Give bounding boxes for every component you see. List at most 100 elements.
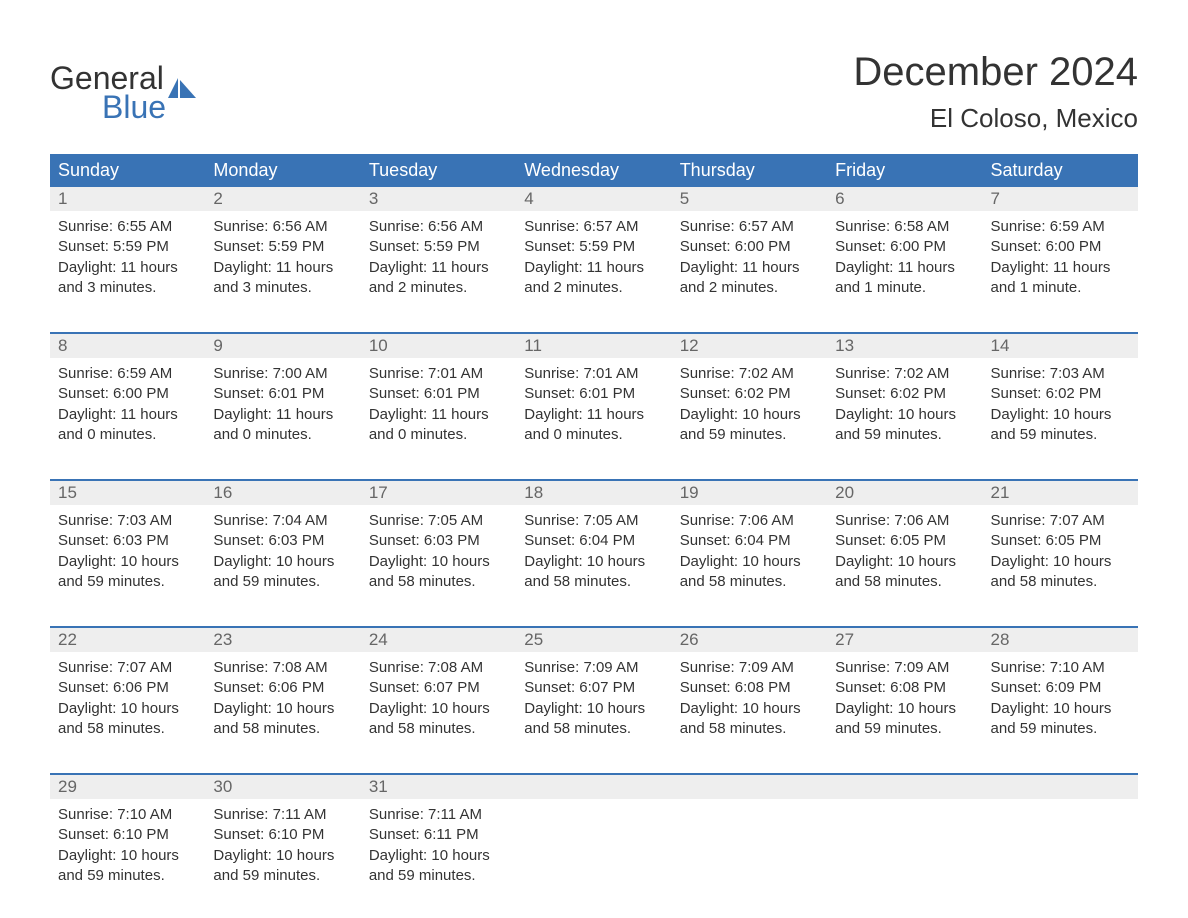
day-sunrise: Sunrise: 6:57 AM [680,217,819,237]
day-daylight2: and 0 minutes. [213,425,352,445]
day-content: Sunrise: 7:07 AMSunset: 6:05 PMDaylight:… [983,505,1138,598]
day-number: 27 [827,628,982,652]
day-sunset: Sunset: 6:00 PM [680,237,819,257]
day-content: Sunrise: 7:03 AMSunset: 6:02 PMDaylight:… [983,358,1138,451]
day-number: 6 [827,187,982,211]
empty-day-number [672,775,827,799]
day-sunrise: Sunrise: 7:01 AM [369,364,508,384]
day-daylight2: and 59 minutes. [835,425,974,445]
day-daylight1: Daylight: 10 hours [835,699,974,719]
day-daylight1: Daylight: 11 hours [369,258,508,278]
day-number: 3 [361,187,516,211]
day-sunset: Sunset: 5:59 PM [58,237,197,257]
day-content: Sunrise: 7:05 AMSunset: 6:04 PMDaylight:… [516,505,671,598]
day-sunset: Sunset: 6:02 PM [680,384,819,404]
day-cell: 7Sunrise: 6:59 AMSunset: 6:00 PMDaylight… [983,187,1138,304]
day-number: 16 [205,481,360,505]
day-daylight1: Daylight: 10 hours [58,846,197,866]
day-sunrise: Sunrise: 6:55 AM [58,217,197,237]
logo-text-blue: Blue [102,89,166,126]
weekday-header: Thursday [672,154,827,187]
empty-day-number [516,775,671,799]
day-daylight2: and 1 minute. [991,278,1130,298]
day-daylight2: and 3 minutes. [213,278,352,298]
day-sunrise: Sunrise: 6:56 AM [213,217,352,237]
day-daylight1: Daylight: 11 hours [524,405,663,425]
day-content: Sunrise: 7:08 AMSunset: 6:06 PMDaylight:… [205,652,360,745]
day-sunset: Sunset: 6:05 PM [991,531,1130,551]
day-sunset: Sunset: 6:02 PM [835,384,974,404]
day-daylight1: Daylight: 11 hours [58,258,197,278]
day-daylight2: and 59 minutes. [991,719,1130,739]
day-number: 9 [205,334,360,358]
page-header: General Blue December 2024 El Coloso, Me… [50,50,1138,134]
day-sunrise: Sunrise: 7:09 AM [835,658,974,678]
day-sunrise: Sunrise: 7:10 AM [991,658,1130,678]
day-cell: 1Sunrise: 6:55 AMSunset: 5:59 PMDaylight… [50,187,205,304]
day-sunset: Sunset: 6:01 PM [213,384,352,404]
day-cell [516,775,671,892]
day-content: Sunrise: 7:10 AMSunset: 6:09 PMDaylight:… [983,652,1138,745]
day-sunset: Sunset: 5:59 PM [213,237,352,257]
day-number: 22 [50,628,205,652]
day-daylight1: Daylight: 10 hours [835,405,974,425]
day-daylight2: and 59 minutes. [58,866,197,886]
day-daylight2: and 58 minutes. [524,719,663,739]
day-sunrise: Sunrise: 7:11 AM [213,805,352,825]
day-daylight1: Daylight: 10 hours [213,699,352,719]
day-sunset: Sunset: 6:06 PM [213,678,352,698]
day-content: Sunrise: 6:57 AMSunset: 5:59 PMDaylight:… [516,211,671,304]
day-sunrise: Sunrise: 7:09 AM [680,658,819,678]
day-daylight2: and 2 minutes. [524,278,663,298]
day-content: Sunrise: 6:56 AMSunset: 5:59 PMDaylight:… [205,211,360,304]
day-cell: 13Sunrise: 7:02 AMSunset: 6:02 PMDayligh… [827,334,982,451]
day-sunrise: Sunrise: 7:09 AM [524,658,663,678]
logo: General Blue [50,50,196,126]
day-daylight1: Daylight: 10 hours [524,699,663,719]
title-block: December 2024 El Coloso, Mexico [853,50,1138,134]
day-sunset: Sunset: 6:11 PM [369,825,508,845]
day-number: 24 [361,628,516,652]
day-sunrise: Sunrise: 6:56 AM [369,217,508,237]
day-sunset: Sunset: 6:10 PM [213,825,352,845]
day-daylight2: and 0 minutes. [524,425,663,445]
weekday-header: Saturday [983,154,1138,187]
day-number: 4 [516,187,671,211]
day-cell: 11Sunrise: 7:01 AMSunset: 6:01 PMDayligh… [516,334,671,451]
day-sunrise: Sunrise: 6:57 AM [524,217,663,237]
day-daylight1: Daylight: 10 hours [524,552,663,572]
location-label: El Coloso, Mexico [853,103,1138,134]
day-content: Sunrise: 7:01 AMSunset: 6:01 PMDaylight:… [516,358,671,451]
day-daylight2: and 59 minutes. [680,425,819,445]
day-content: Sunrise: 6:56 AMSunset: 5:59 PMDaylight:… [361,211,516,304]
day-cell: 25Sunrise: 7:09 AMSunset: 6:07 PMDayligh… [516,628,671,745]
day-daylight2: and 59 minutes. [58,572,197,592]
day-sunset: Sunset: 6:07 PM [369,678,508,698]
day-content: Sunrise: 6:59 AMSunset: 6:00 PMDaylight:… [50,358,205,451]
day-cell: 29Sunrise: 7:10 AMSunset: 6:10 PMDayligh… [50,775,205,892]
day-cell: 19Sunrise: 7:06 AMSunset: 6:04 PMDayligh… [672,481,827,598]
day-daylight1: Daylight: 10 hours [835,552,974,572]
day-daylight2: and 58 minutes. [524,572,663,592]
day-daylight2: and 59 minutes. [213,572,352,592]
weekday-header: Monday [205,154,360,187]
day-cell: 9Sunrise: 7:00 AMSunset: 6:01 PMDaylight… [205,334,360,451]
day-cell: 3Sunrise: 6:56 AMSunset: 5:59 PMDaylight… [361,187,516,304]
weekday-header-row: Sunday Monday Tuesday Wednesday Thursday… [50,154,1138,187]
day-content: Sunrise: 7:10 AMSunset: 6:10 PMDaylight:… [50,799,205,892]
weekday-header: Friday [827,154,982,187]
day-number: 5 [672,187,827,211]
day-sunrise: Sunrise: 7:00 AM [213,364,352,384]
day-sunset: Sunset: 6:05 PM [835,531,974,551]
day-sunset: Sunset: 6:10 PM [58,825,197,845]
day-daylight2: and 59 minutes. [835,719,974,739]
day-sunset: Sunset: 6:00 PM [991,237,1130,257]
day-daylight1: Daylight: 10 hours [991,405,1130,425]
day-sunrise: Sunrise: 6:59 AM [991,217,1130,237]
day-sunset: Sunset: 6:03 PM [213,531,352,551]
day-content: Sunrise: 6:55 AMSunset: 5:59 PMDaylight:… [50,211,205,304]
day-sunset: Sunset: 6:02 PM [991,384,1130,404]
day-cell: 23Sunrise: 7:08 AMSunset: 6:06 PMDayligh… [205,628,360,745]
day-content: Sunrise: 7:09 AMSunset: 6:08 PMDaylight:… [672,652,827,745]
day-daylight1: Daylight: 10 hours [991,699,1130,719]
